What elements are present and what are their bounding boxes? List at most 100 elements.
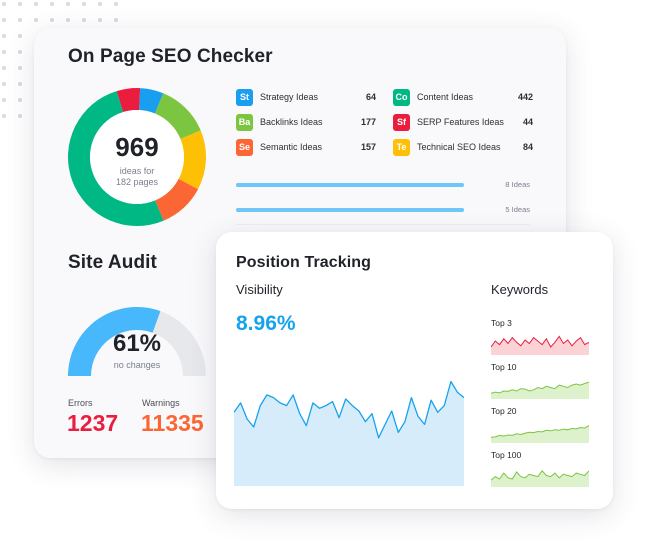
decorative-dot [18, 18, 22, 22]
decorative-dot [2, 50, 6, 54]
decorative-dot-grid [0, 0, 140, 140]
decorative-dot [82, 18, 86, 22]
site-audit-title: Site Audit [68, 252, 157, 273]
ideas-progress-row: 8 Ideas [236, 178, 530, 192]
donut-total-value: 969 [115, 132, 159, 162]
decorative-dot [2, 114, 6, 118]
warnings-label: Warnings [142, 398, 180, 408]
site-audit-percent: 61% [112, 330, 162, 357]
legend-badge-icon: Te [393, 138, 410, 156]
decorative-dot [2, 34, 6, 38]
warnings-value: 11335 [141, 410, 204, 436]
decorative-dot [114, 2, 118, 6]
legend-value: 442 [517, 92, 533, 102]
decorative-dot [18, 114, 22, 118]
divider [236, 224, 530, 225]
decorative-dot [34, 18, 38, 22]
gauge-fill [68, 307, 161, 376]
legend-item-serp: Sf SERP Features Ideas 44 [393, 113, 533, 131]
donut-segment-serp [116, 88, 141, 113]
sparkline-line [491, 425, 589, 438]
legend-item-technical: Te Technical SEO Ideas 84 [393, 138, 533, 156]
decorative-dot [50, 2, 54, 6]
legend-value: 177 [360, 117, 376, 127]
visibility-area-chart [234, 380, 464, 486]
decorative-dot [18, 98, 22, 102]
keyword-label: Top 20 [491, 406, 517, 416]
legend-badge-icon: Se [236, 138, 253, 156]
decorative-dot [98, 18, 102, 22]
legend-label: Content Ideas [417, 92, 474, 102]
site-audit-caption: no changes [113, 360, 161, 370]
sparkline-line [491, 335, 589, 348]
decorative-dot [2, 82, 6, 86]
donut-segment-content [67, 91, 164, 226]
legend-value: 84 [522, 142, 533, 152]
decorative-dot [82, 2, 86, 6]
decorative-dot [2, 98, 6, 102]
ideas-donut-chart [67, 88, 206, 226]
legend-badge-icon: Co [393, 88, 410, 106]
visibility-label: Visibility [236, 282, 283, 297]
decorative-dot [98, 2, 102, 6]
visibility-area [234, 381, 464, 486]
legend-value: 157 [360, 142, 376, 152]
decorative-dot [2, 18, 6, 22]
sparkline-line [491, 381, 589, 394]
progress-fill [236, 183, 464, 187]
decorative-dot [18, 34, 22, 38]
keywords-label: Keywords [491, 282, 549, 297]
errors-label: Errors [68, 398, 93, 408]
visibility-line [234, 380, 464, 439]
decorative-dot [18, 2, 22, 6]
legend-badge-icon: Sf [393, 113, 410, 131]
decorative-dot [18, 66, 22, 70]
legend-label: Backlinks Ideas [260, 117, 323, 127]
donut-center: 969 ideas for 182 pages [87, 132, 187, 188]
keyword-sparkline [491, 335, 589, 355]
legend-value: 64 [365, 92, 376, 102]
keyword-label: Top 3 [491, 318, 512, 328]
decorative-dot [66, 18, 70, 22]
progress-label: 8 Ideas [505, 180, 530, 189]
donut-caption-line1: ideas for [119, 166, 155, 176]
sparkline-line [491, 470, 589, 481]
errors-value: 1237 [67, 410, 119, 436]
donut-hole [90, 110, 184, 204]
donut-segment-technical [178, 130, 206, 190]
decorative-dot [18, 50, 22, 54]
legend-label: Semantic Ideas [260, 142, 323, 152]
decorative-dot [2, 66, 6, 70]
keyword-label: Top 10 [491, 362, 517, 372]
seo-checker-title: On Page SEO Checker [68, 46, 273, 67]
gauge-center: 61% no changes [87, 330, 187, 371]
legend-item-content: Co Content Ideas 442 [393, 88, 533, 106]
position-tracking-title: Position Tracking [236, 254, 372, 271]
visibility-value: 8.96% [236, 312, 296, 335]
legend-badge-icon: Ba [236, 113, 253, 131]
keyword-sparkline [491, 425, 589, 443]
legend-label: Technical SEO Ideas [417, 142, 501, 152]
legend-value: 44 [522, 117, 533, 127]
legend-label: SERP Features Ideas [417, 117, 504, 127]
donut-segment-backlinks [154, 93, 201, 139]
decorative-dot [114, 18, 118, 22]
decorative-dot [2, 2, 6, 6]
legend-item-strategy: St Strategy Ideas 64 [236, 88, 376, 106]
decorative-dot [18, 82, 22, 86]
sparkline-area [491, 336, 589, 355]
sparkline-area [491, 382, 589, 399]
legend-item-semantic: Se Semantic Ideas 157 [236, 138, 376, 156]
keyword-label: Top 100 [491, 450, 522, 460]
progress-label: 5 Ideas [505, 205, 530, 214]
sparkline-area [491, 425, 589, 443]
legend-item-backlinks: Ba Backlinks Ideas 177 [236, 113, 376, 131]
decorative-dot [50, 18, 54, 22]
ideas-progress-row: 5 Ideas [236, 203, 530, 217]
decorative-dot [34, 2, 38, 6]
keyword-sparkline [491, 470, 589, 487]
donut-segment-semantic [155, 178, 199, 221]
donut-caption-line2: 182 pages [115, 177, 159, 187]
decorative-dot [66, 2, 70, 6]
position-tracking-card: Position Tracking Visibility 8.96% Keywo… [216, 232, 613, 509]
